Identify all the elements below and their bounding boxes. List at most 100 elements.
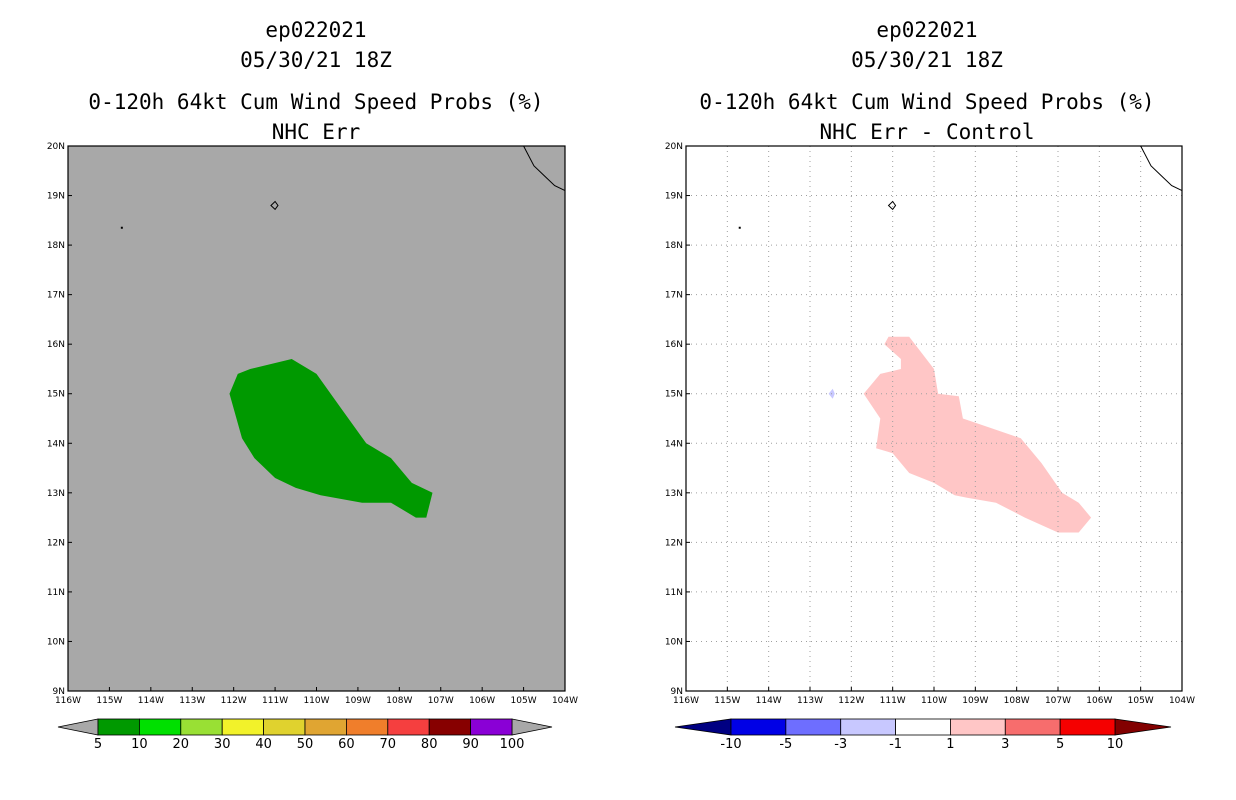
left-xtick-label: 112W (221, 696, 247, 706)
left-colorbar-swatch (263, 718, 306, 736)
right-colorbar-label: -5 (779, 737, 792, 752)
right-xtick-label: 109W (962, 696, 988, 706)
left-xtick-label: 108W (386, 696, 412, 706)
right-ytick-label: 15N (665, 390, 683, 400)
left-contour-0 (229, 359, 433, 518)
right-ytick-label: 9N (671, 687, 683, 697)
left-colorbar-under-arrow (57, 718, 99, 736)
right-xtick-label: 113W (797, 696, 823, 706)
right-ytick-label: 17N (665, 291, 683, 301)
left-ytick-label: 14N (47, 439, 65, 449)
right-contour-0 (863, 336, 1092, 533)
right-xtick-label: 115W (714, 696, 740, 706)
right-coastline (1140, 145, 1183, 192)
left-map-panel: 116W 115W 114W 113W 112W 111W 110W 109W 108W 107W… (47, 142, 578, 752)
left-ytick-label: 16N (47, 340, 65, 350)
right-xtick-label: 110W (921, 696, 947, 706)
left-colorbar-swatch (221, 718, 264, 736)
right-colorbar-over-arrow (1114, 718, 1172, 736)
right-ytick-label: 14N (665, 439, 683, 449)
left-xtick-label: 109W (345, 696, 371, 706)
left-colorbar-label: 50 (297, 737, 314, 752)
left-ytick-label: 11N (47, 588, 65, 598)
right-colorbar-swatch (1004, 718, 1061, 736)
right-xtick-label: 105W (1128, 696, 1154, 706)
right-xtick-label: 107W (1045, 696, 1071, 706)
left-colorbar-swatch (428, 718, 472, 736)
right-colorbar-swatch (1059, 718, 1116, 736)
left-storm-id: ep022021 (265, 18, 367, 42)
right-map-panel: 116W 115W 114W 113W 112W 111W 110W 109W 108W 107W… (665, 142, 1195, 752)
left-xtick-label: 111W (262, 696, 288, 706)
right-colorbar-label: -3 (834, 737, 847, 752)
left-ytick-label: 10N (47, 637, 65, 647)
right-colorbar-label: 5 (1056, 737, 1064, 752)
left-ytick-label: 20N (47, 142, 65, 152)
right-ytick-label: 20N (665, 142, 683, 152)
right-ytick-label: 12N (665, 538, 683, 548)
left-coastline (523, 145, 566, 192)
right-xtick-label: 108W (1004, 696, 1030, 706)
left-datetime: 05/30/21 18Z (240, 48, 392, 72)
right-ytick-label: 16N (665, 340, 683, 350)
right-ytick-label: 18N (665, 241, 683, 251)
left-island (270, 200, 279, 211)
right-ytick-label: 11N (665, 588, 683, 598)
left-xtick-label: 106W (469, 696, 495, 706)
right-colorbar-label: 1 (946, 737, 954, 752)
left-colorbar-label: 40 (255, 737, 272, 752)
left-ytick-label: 12N (47, 538, 65, 548)
right-colorbar-swatch (840, 718, 896, 736)
right-chart-title: 0-120h 64kt Cum Wind Speed Probs (%) (699, 90, 1155, 114)
right-colorbar-label: 3 (1001, 737, 1009, 752)
left-colorbar-swatch (470, 718, 513, 736)
left-colorbar-label: 30 (214, 737, 231, 752)
left-ytick-label: 19N (47, 192, 65, 202)
left-colorbar-swatch (97, 718, 140, 736)
left-ytick-label: 13N (47, 489, 65, 499)
left-colorbar-over-arrow (511, 718, 553, 736)
left-colorbar-swatch (180, 718, 223, 736)
left-colorbar: 5 10 20 30 40 50 60 70 80 90 100 (57, 718, 553, 752)
right-colorbar-swatch (895, 718, 951, 736)
left-xtick-label: 114W (138, 696, 164, 706)
left-ytick-label: 17N (47, 291, 65, 301)
left-xtick-label: 110W (303, 696, 329, 706)
right-colorbar-label: 10 (1107, 737, 1124, 752)
right-ytick-label: 10N (665, 637, 683, 647)
left-xtick-label: 107W (428, 696, 454, 706)
left-ytick-label: 15N (47, 390, 65, 400)
right-colorbar-swatch (730, 718, 787, 736)
left-xtick-label: 104W (552, 696, 578, 706)
left-colorbar-label: 10 (131, 737, 148, 752)
right-ytick-label: 13N (665, 489, 683, 499)
left-colorbar-label: 20 (173, 737, 190, 752)
left-colorbar-swatch (345, 718, 389, 736)
left-colorbar-label: 100 (500, 737, 525, 752)
left-chart-subtitle: NHC Err (271, 120, 361, 144)
left-colorbar-swatch (304, 718, 347, 736)
right-xtick-label: 114W (756, 696, 782, 706)
right-colorbar-swatch (950, 718, 1006, 736)
right-colorbar-label: -10 (720, 737, 741, 752)
right-colorbar-label: -1 (889, 737, 902, 752)
right-datetime: 05/30/21 18Z (851, 48, 1003, 72)
right-xtick-label: 116W (673, 696, 699, 706)
left-islet (120, 226, 123, 229)
left-chart-title: 0-120h 64kt Cum Wind Speed Probs (%) (88, 90, 544, 114)
right-chart-subtitle: NHC Err - Control (819, 120, 1035, 144)
left-colorbar-label: 60 (338, 737, 355, 752)
right-storm-id: ep022021 (876, 18, 978, 42)
left-xtick-label: 113W (179, 696, 205, 706)
left-xtick-label: 115W (96, 696, 122, 706)
right-islet (738, 226, 741, 229)
right-xtick-label: 106W (1086, 696, 1112, 706)
right-colorbar: -10 -5 -3 -1 1 3 5 10 (674, 718, 1172, 752)
left-colorbar-swatch (138, 718, 182, 736)
left-xtick-label: 105W (511, 696, 537, 706)
left-ytick-label: 18N (47, 241, 65, 251)
right-xtick-label: 111W (880, 696, 906, 706)
right-colorbar-under-arrow (674, 718, 732, 736)
left-xtick-label: 116W (55, 696, 81, 706)
